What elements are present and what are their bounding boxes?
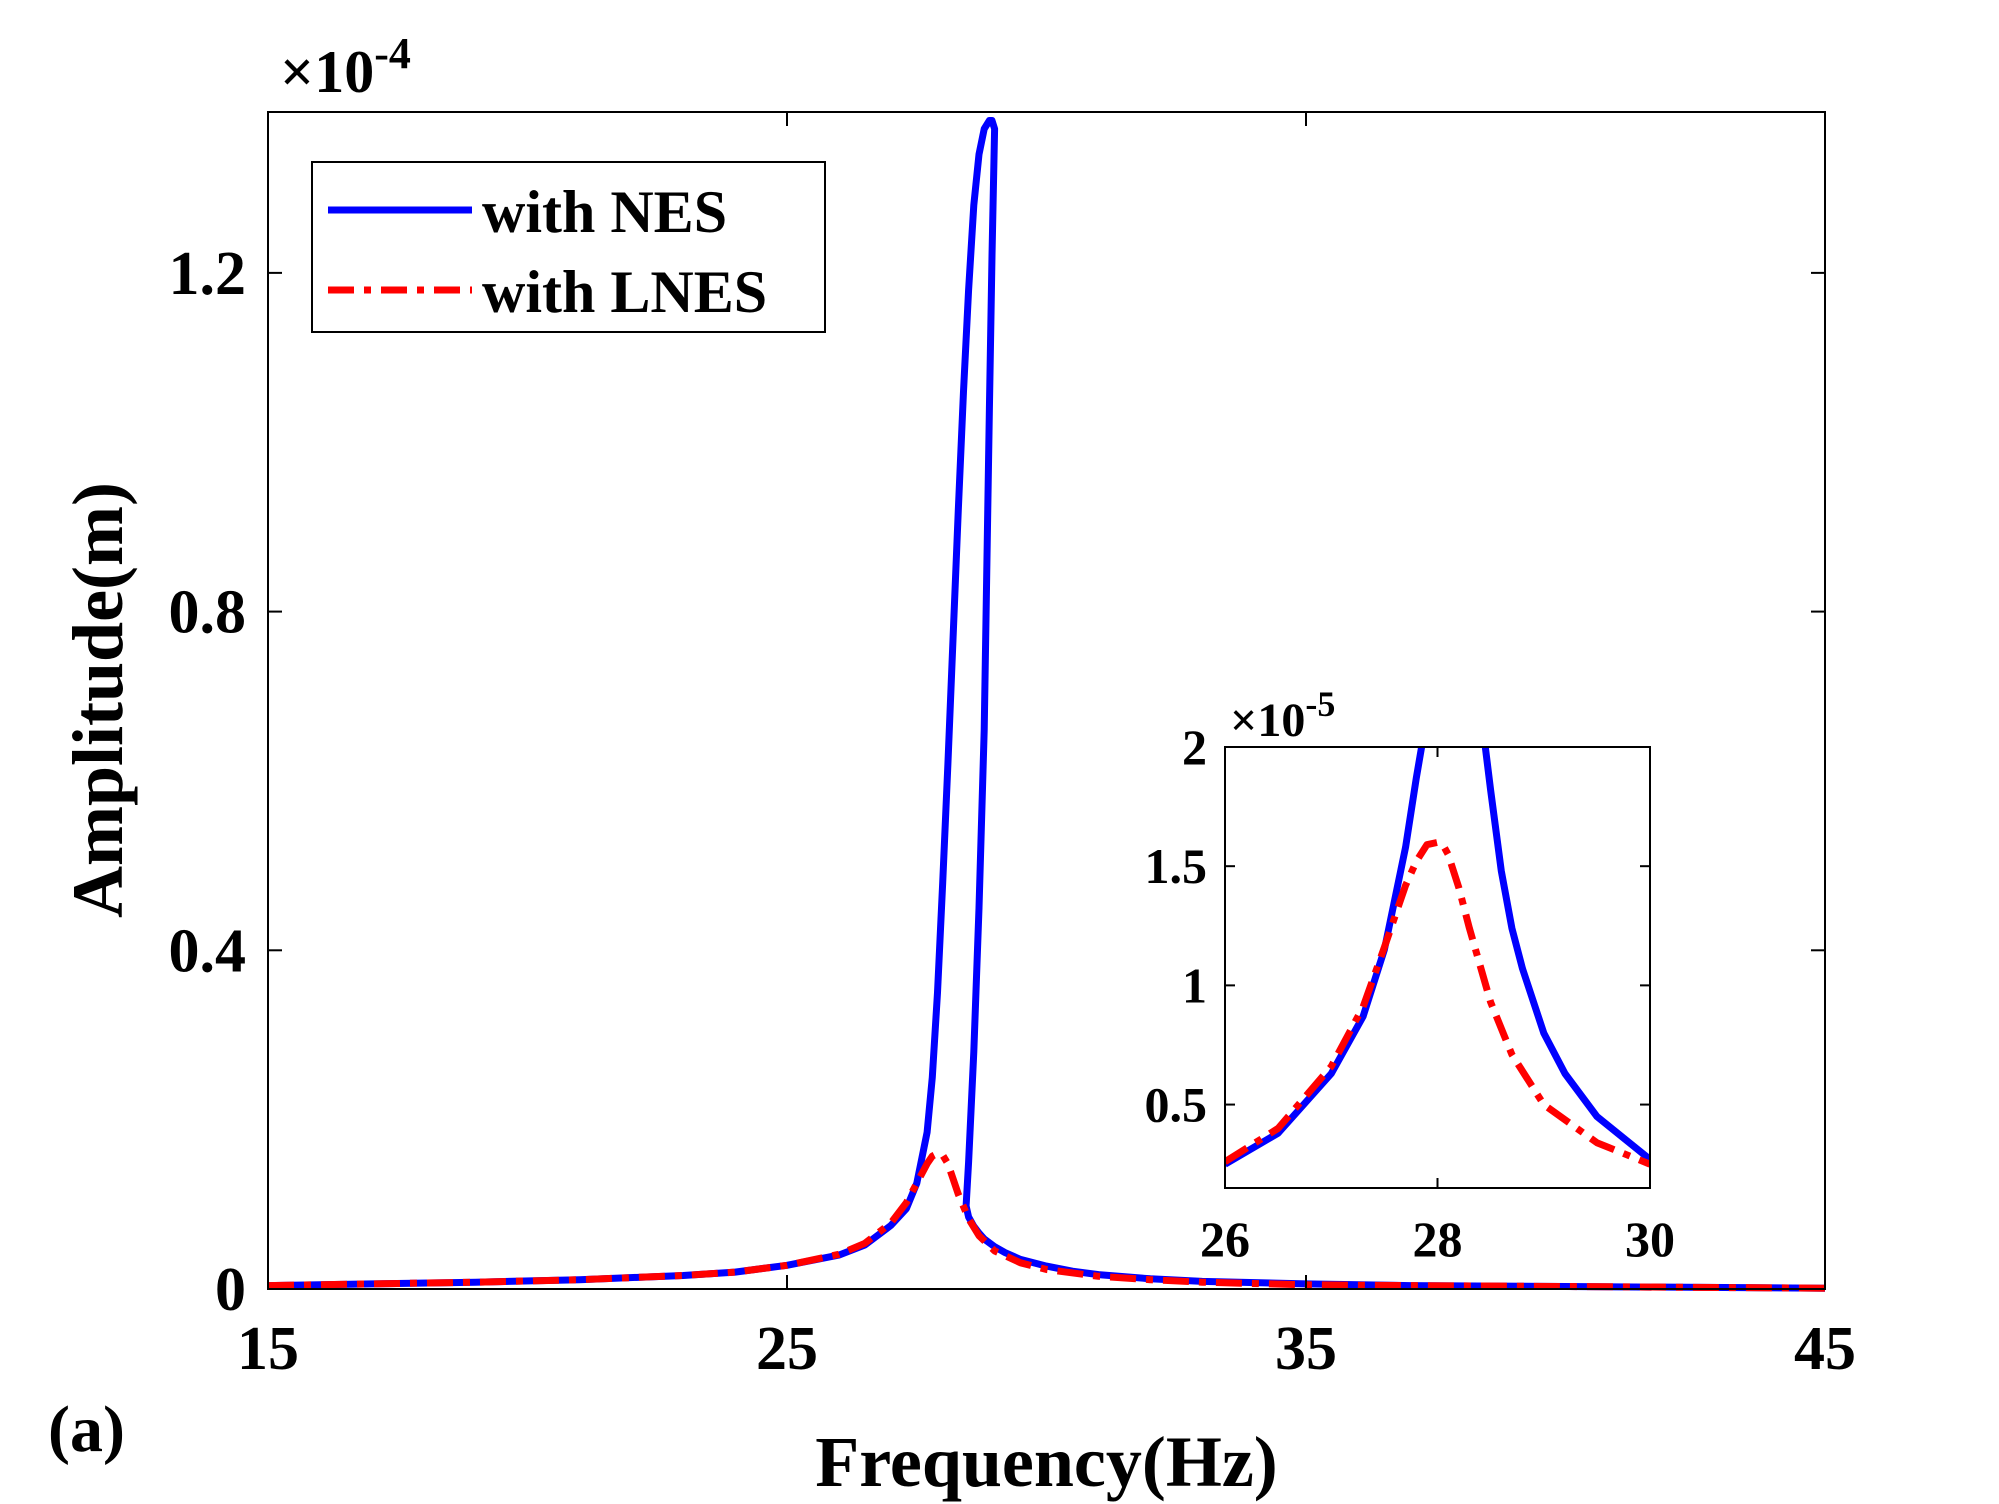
series-line-lnes [267, 1150, 1826, 1292]
inset-exponent-power: -5 [1305, 684, 1335, 724]
y-exponent-label: ×10-4 [280, 29, 411, 105]
inset-exponent-label: ×10-5 [1230, 684, 1335, 747]
y-tick-label: 0.8 [169, 579, 247, 647]
inset-x-tick-label: 28 [1413, 1211, 1463, 1267]
inset-x-tick-label: 30 [1625, 1211, 1675, 1267]
y-tick-label: 0.4 [169, 917, 247, 985]
inset-series-line-lnes [1225, 838, 1650, 1168]
main-axes-box [267, 111, 1826, 1290]
y-axis-title: Amplitude(m) [58, 482, 138, 918]
inset-y-tick-label: 1 [1182, 957, 1207, 1013]
inset-y-tick-label: 1.5 [1145, 838, 1208, 894]
inset-y-tick-label: 2 [1182, 719, 1207, 775]
x-tick-label: 35 [1275, 1315, 1337, 1383]
inset-y-tick-label: 0.5 [1145, 1077, 1208, 1133]
y-tick-label: 0 [215, 1256, 246, 1324]
y-tick-label: 1.2 [169, 240, 247, 308]
series-line-nes [267, 117, 1826, 1292]
x-tick-label: 45 [1794, 1315, 1856, 1383]
x-tick-label: 15 [237, 1315, 299, 1383]
x-axis-title: Frequency(Hz) [815, 1422, 1278, 1502]
x-tick-label: 25 [756, 1315, 818, 1383]
legend-box [311, 161, 826, 333]
panel-label: (a) [48, 1393, 125, 1466]
legend-label: with NES [482, 179, 727, 245]
y-exponent-power: -4 [374, 29, 411, 78]
inset-series-line-nes [1481, 747, 1650, 1163]
inset-x-tick-label: 26 [1200, 1211, 1250, 1267]
legend-label: with LNES [482, 259, 767, 325]
